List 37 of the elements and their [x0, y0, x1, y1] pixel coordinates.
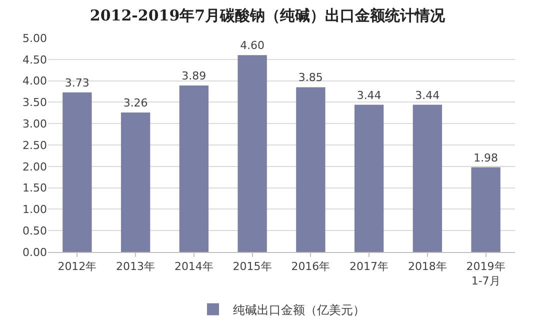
y-tick-label: 4.50 — [22, 53, 47, 66]
data-label: 3.85 — [298, 71, 323, 84]
data-label: 4.60 — [240, 39, 265, 52]
y-tick-label: 3.00 — [22, 117, 47, 130]
data-label: 3.89 — [182, 70, 206, 83]
bar — [296, 87, 326, 252]
x-tick-label: 2013年 — [116, 260, 156, 274]
y-tick-label: 5.00 — [22, 32, 47, 45]
y-tick-label: 2.50 — [22, 138, 47, 152]
bar — [120, 112, 150, 252]
x-tick-label: 2019年 1-7月 — [466, 260, 506, 288]
data-label: 3.44 — [415, 88, 440, 102]
x-tick-label: 2017年 — [350, 260, 389, 274]
data-label: 3.73 — [64, 76, 90, 90]
y-tick-label: 1.00 — [22, 203, 47, 216]
bar — [179, 86, 209, 252]
x-tick-label: 2014年 — [174, 260, 214, 274]
bar — [412, 104, 442, 252]
data-label: 3.26 — [123, 96, 148, 110]
y-tick-label: 3.50 — [22, 96, 47, 110]
y-tick-label: 0.50 — [22, 224, 47, 238]
bar — [62, 92, 92, 252]
y-tick-label: 4.00 — [22, 74, 47, 88]
y-tick-label: 1.50 — [22, 182, 47, 195]
bar — [471, 167, 500, 252]
bar — [238, 55, 267, 252]
legend-label: 纯碱出口金额（亿美元） — [233, 302, 365, 317]
x-tick-label: 2015年 — [232, 260, 272, 274]
x-tick-label: 2016年 — [291, 260, 330, 274]
data-label: 1.98 — [474, 151, 498, 164]
y-tick-label: 0.00 — [22, 246, 47, 259]
x-tick-label: 2018年 — [408, 260, 447, 274]
chart-title: 2012-2019年7月碳酸钠（纯碱）出口金额统计情况 — [90, 6, 446, 25]
data-label: 3.44 — [356, 88, 382, 102]
y-tick-label: 2.00 — [22, 160, 47, 174]
bar — [354, 104, 384, 252]
x-tick-label: 2012年 — [58, 260, 97, 274]
